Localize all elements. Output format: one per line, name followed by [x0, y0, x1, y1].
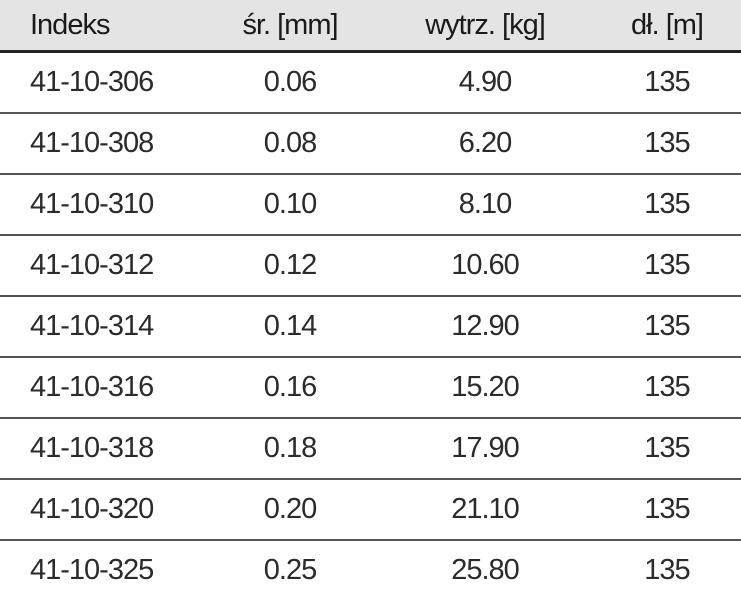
table-cell: 41-10-325: [30, 554, 154, 586]
table-cell: 0.18: [263, 432, 317, 464]
table-cell: 12.90: [451, 310, 520, 342]
table-cell: 25.80: [451, 554, 520, 586]
table-row: 41-10-312 0.12 10.60 135: [0, 236, 741, 297]
table-cell: 0.06: [263, 66, 317, 98]
table-cell: 41-10-306: [30, 66, 154, 98]
table-cell: 41-10-316: [30, 371, 154, 403]
table-cell: 41-10-312: [30, 249, 154, 281]
table-cell: 135: [644, 554, 690, 586]
table-cell: 0.20: [263, 493, 317, 525]
table-row: 41-10-310 0.10 8.10 135: [0, 175, 741, 236]
table-row: 41-10-318 0.18 17.90 135: [0, 419, 741, 480]
table-cell: 8.10: [458, 188, 512, 220]
table-row: 41-10-316 0.16 15.20 135: [0, 358, 741, 419]
table-row: 41-10-320 0.20 21.10 135: [0, 480, 741, 541]
table-cell: 41-10-310: [30, 188, 154, 220]
table-row: 41-10-314 0.14 12.90 135: [0, 297, 741, 358]
table-cell: 21.10: [451, 493, 520, 525]
table-cell: 41-10-318: [30, 432, 154, 464]
table-row: 41-10-325 0.25 25.80 135: [0, 541, 741, 600]
table-cell: 0.16: [263, 371, 317, 403]
table-cell: 0.14: [263, 310, 317, 342]
table-cell: 15.20: [451, 371, 520, 403]
table-cell: 0.10: [263, 188, 317, 220]
table-cell: 135: [644, 127, 690, 159]
table-cell: 135: [644, 371, 690, 403]
header-row: Indeks śr. [mm] wytrz. [kg] dł. [m]: [0, 0, 741, 53]
table-cell: 135: [644, 249, 690, 281]
table-cell: 6.20: [458, 127, 512, 159]
table-cell: 135: [644, 66, 690, 98]
header-cell: Indeks: [30, 8, 110, 41]
table-cell: 135: [644, 432, 690, 464]
header-cell: śr. [mm]: [242, 8, 338, 41]
table-row: 41-10-306 0.06 4.90 135: [0, 53, 741, 114]
table-cell: 0.25: [263, 554, 317, 586]
table-cell: 41-10-314: [30, 310, 154, 342]
table-cell: 0.08: [263, 127, 317, 159]
table-cell: 135: [644, 188, 690, 220]
table-row: 41-10-308 0.08 6.20 135: [0, 114, 741, 175]
table-cell: 0.12: [263, 249, 317, 281]
table-cell: 135: [644, 493, 690, 525]
header-cell: wytrz. [kg]: [425, 8, 546, 41]
header-cell: dł. [m]: [631, 8, 704, 41]
table-cell: 17.90: [451, 432, 520, 464]
table-cell: 135: [644, 310, 690, 342]
table-cell: 41-10-308: [30, 127, 154, 159]
table-cell: 41-10-320: [30, 493, 154, 525]
table-cell: 4.90: [458, 66, 512, 98]
table-cell: 10.60: [451, 249, 520, 281]
